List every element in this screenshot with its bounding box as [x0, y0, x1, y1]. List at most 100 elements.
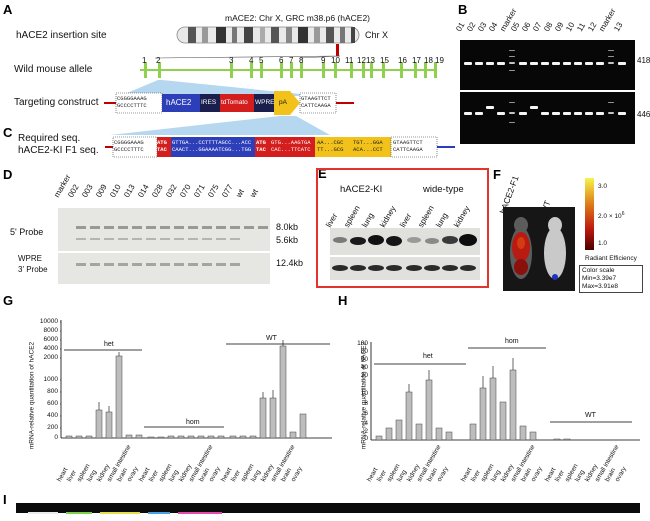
h-tick-8: 6	[364, 410, 368, 417]
exon-8-label: 8	[299, 56, 304, 65]
c-yellow-seq: AA...CGC TT...GCG	[317, 139, 351, 153]
panel-a-label: A	[3, 2, 13, 17]
segment-pa: pA	[279, 99, 287, 106]
blot-d-lane-3: 003	[80, 182, 95, 199]
h-tick-4: 40	[360, 364, 368, 371]
panel-g-label: G	[3, 293, 14, 308]
blot-d-lane-8: 028	[150, 182, 165, 199]
h-tick-3: 60	[360, 356, 368, 363]
exon-7-label: 7	[289, 56, 294, 65]
blot-d-lane-7: 014	[136, 182, 151, 199]
ivis-mice	[503, 207, 575, 291]
exon-track	[140, 62, 437, 78]
h-tick-10: 2	[364, 428, 368, 435]
construct-left-seq-bottom: GCCCCTTTC	[117, 102, 147, 109]
probe-3-label: WPRE 3' Probe	[18, 253, 48, 275]
targeting-construct-diagram	[104, 91, 354, 115]
insertion-site-label: hACE2 insertion site	[16, 30, 107, 41]
colorbar-min: 1.0	[598, 240, 608, 247]
h-x-ovary-2: ovary	[529, 465, 544, 483]
colorbar-mid-exp: 6	[621, 211, 625, 217]
colorbar-mid: 2.0 × 106	[598, 211, 624, 220]
gel-b-lane-15: 13	[612, 20, 625, 33]
g-tick-10: 200	[47, 424, 58, 431]
panel-i-sequence-trace	[28, 512, 222, 514]
color-scale-title: Color scale	[582, 267, 615, 274]
g-group-het: het	[104, 341, 114, 348]
gel-b-lane-labels: 01 02 03 04 marker 05 06 07 08 09 10 11 …	[454, 7, 644, 40]
blot-d-lane-labels: marker 002 003 009 010 013 014 028 032 0…	[52, 170, 268, 200]
g-tick-3: 6000	[43, 336, 58, 343]
western-wt-label: wide-type	[423, 184, 464, 195]
exon-18-label: 18	[424, 56, 433, 65]
exon-12-label: 12	[357, 56, 366, 65]
g-xlabels: heart liver spleen lung kidney small int…	[56, 440, 335, 490]
exon-10-label: 10	[331, 56, 340, 65]
exon-2-label: 2	[156, 56, 161, 65]
probe-5-label: 5' Probe	[10, 227, 44, 237]
c-end-top: TGT...GGA	[353, 139, 383, 146]
h-tick-5: 20	[360, 372, 368, 379]
western-blot	[330, 228, 480, 280]
western-lane-8: kidney	[452, 204, 472, 229]
panel-e-label: E	[318, 166, 327, 181]
g-tick-2: 8000	[43, 327, 58, 334]
c-right-seq: GTAAGTTCT CATTCAAGA	[393, 139, 423, 153]
chr-x-label: Chr X	[365, 30, 389, 40]
g-group-wt: WT	[266, 335, 277, 342]
exon-15-label: 15	[380, 56, 389, 65]
c-left-seq: CGGGGAAAG GCCCCTTTC	[114, 139, 144, 153]
panel-e: hACE2-KI wide-type liver spleen lung kid…	[316, 168, 489, 288]
exon-3-label: 3	[229, 56, 234, 65]
h-xlabels: heart liver spleen lung kidney small int…	[366, 440, 642, 490]
h-tick-7: 8	[364, 400, 368, 407]
c-mid-top: GTTGA...CCTTTTAGCC...ACC	[172, 139, 252, 146]
g-tick-9: 400	[47, 412, 58, 419]
h-tick-9: 4	[364, 420, 368, 427]
southern-blot-bands	[58, 226, 270, 266]
segment-hace2: hACE2	[166, 98, 192, 107]
f1-seq-track	[105, 136, 455, 158]
c-left-seq-top: CGGGGAAAG	[114, 139, 144, 146]
blot-d-lane-10: 070	[178, 182, 193, 199]
panel-h-label: H	[338, 293, 348, 308]
western-ki-label: hACE2-KI	[340, 184, 383, 195]
southern-blot	[58, 208, 270, 284]
required-seq-label: Required seq.	[18, 133, 81, 144]
h-tick-1: 100	[357, 340, 368, 347]
panel-c-expansion-wedge	[110, 116, 330, 135]
blot-d-lane-15: wt	[248, 187, 260, 199]
gel-b-top	[460, 40, 635, 90]
western-lane-4: kidney	[378, 204, 398, 229]
blot-d-lane-6: 013	[122, 182, 137, 199]
red-marker-icon	[336, 44, 339, 56]
construct-right-seq-bottom: CATTCAAGA	[301, 102, 331, 109]
segment-ires: IRES	[201, 99, 217, 106]
blot-d-lane-13: 077	[220, 182, 235, 199]
panel-c-label: C	[3, 125, 13, 140]
colorbar-title: Radiant Efficiency	[585, 255, 637, 262]
g-tick-6: 1000	[43, 376, 58, 383]
g-bar-chart	[60, 320, 332, 439]
construct-right-seq-top: GTAAGTTCT	[301, 95, 331, 102]
h-x-ovary-3: ovary	[613, 465, 628, 483]
c-red-seq: GTG...AAGTGA CAC...TTCATC	[271, 139, 315, 153]
c-atg-seq: ATG TAC	[157, 139, 167, 153]
c-red-top: GTG...AAGTGA	[271, 139, 311, 146]
blot-d-lane-5: 010	[108, 182, 123, 199]
g-tick-11: 0	[54, 434, 58, 441]
gel-b-lane-12: 11	[575, 21, 588, 33]
c-right-seq-bottom: CATTCAAGA	[393, 146, 423, 153]
h-group-het: het	[423, 353, 433, 360]
c-yellow-top: AA...CGC	[317, 139, 344, 146]
exon-6-label: 6	[279, 56, 284, 65]
segment-tdtomato: tdTomato	[221, 99, 248, 106]
h-yaxis-ticks: 100 80 60 40 20 10 8 6 4 2 0	[348, 340, 368, 442]
c-atg2-seq: ATG TAC	[256, 139, 266, 153]
exon-19-label: 19	[435, 56, 444, 65]
h-tick-2: 80	[360, 348, 368, 355]
panel-i-label: I	[3, 492, 7, 507]
c-yellow-bottom: TT...GCG	[317, 146, 344, 153]
construct-right-seq: GTAAGTTCT CATTCAAGA	[301, 95, 331, 109]
ivis-image	[503, 207, 575, 291]
